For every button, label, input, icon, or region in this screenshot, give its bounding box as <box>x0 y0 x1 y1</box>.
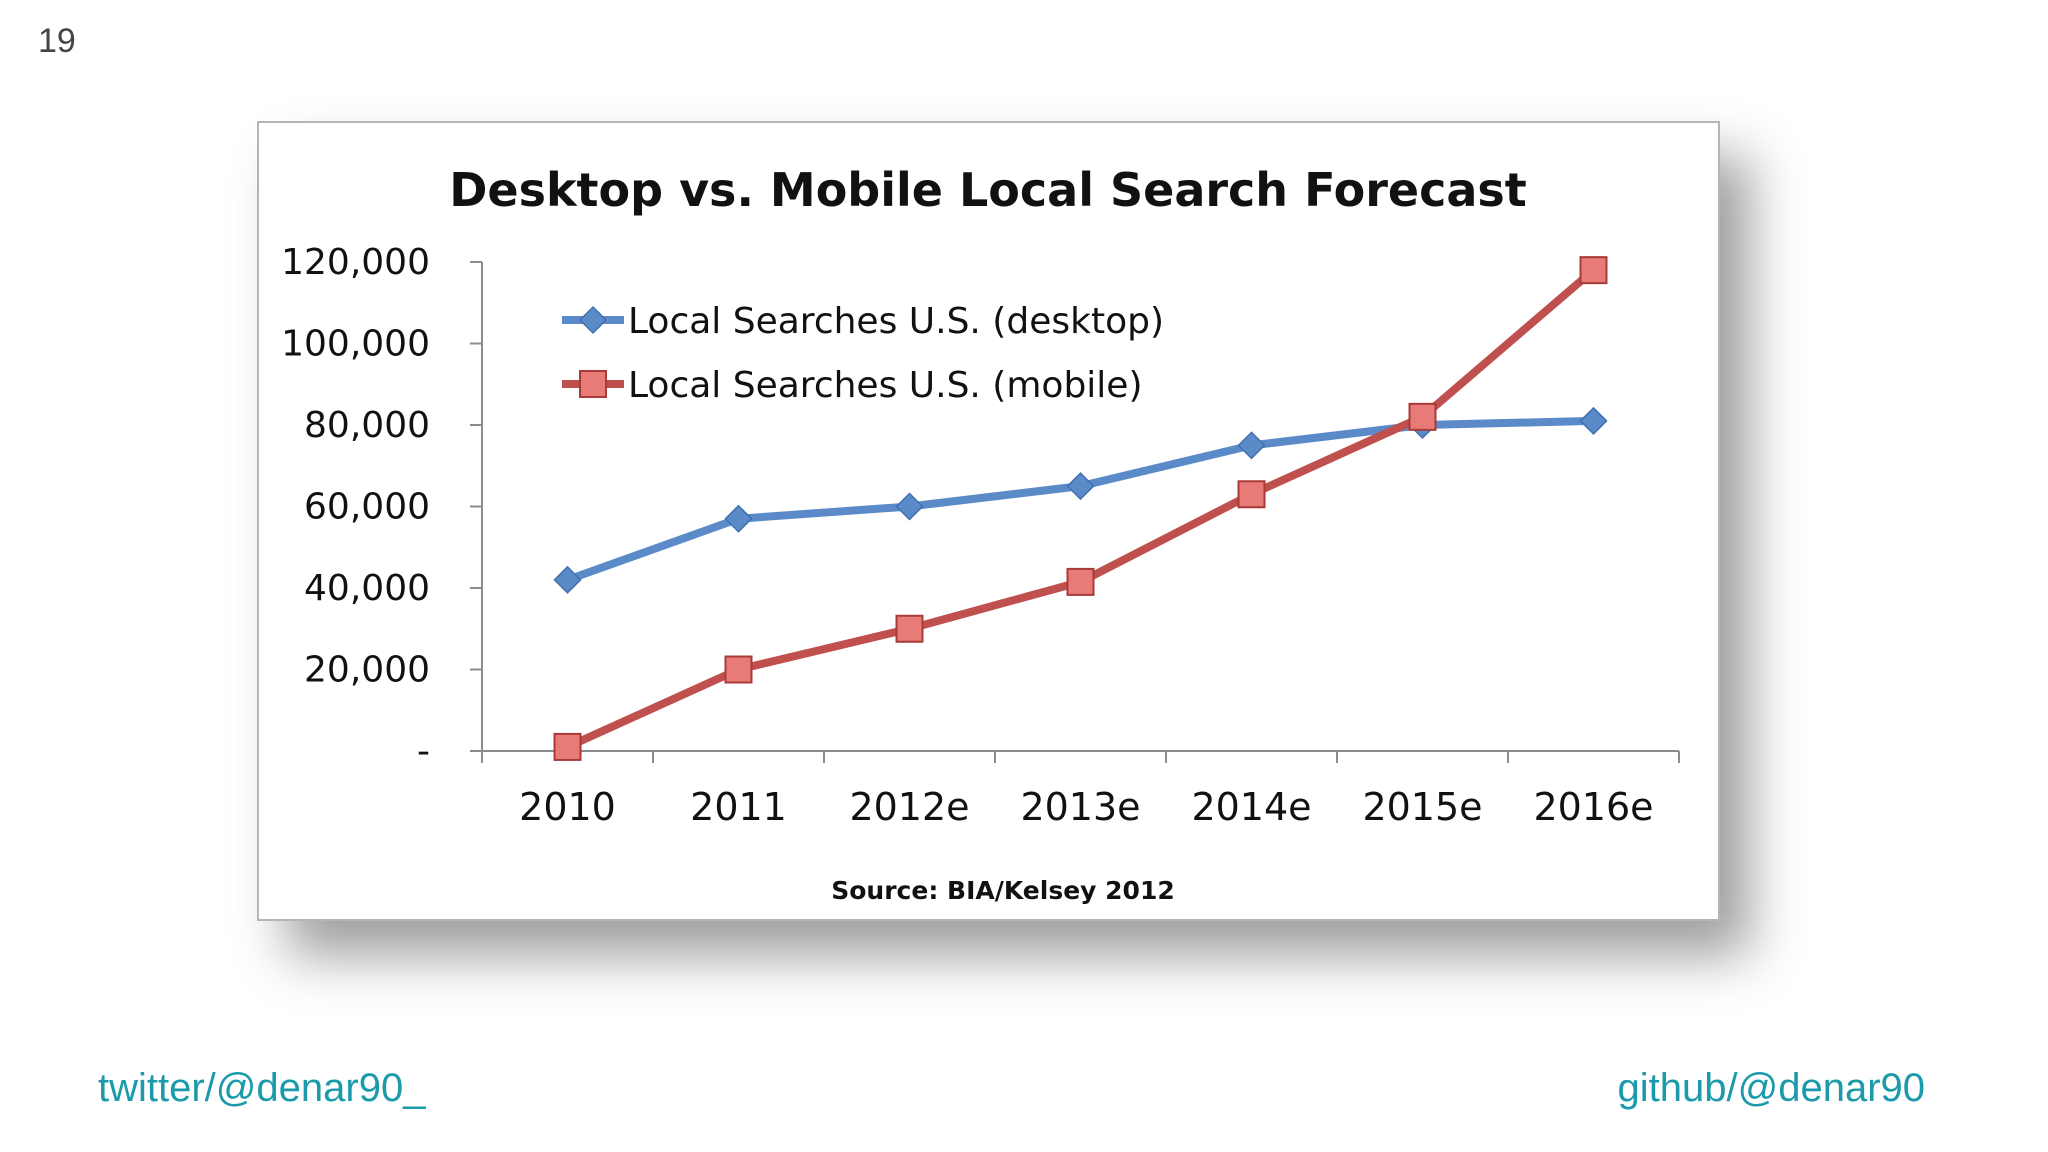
twitter-link[interactable]: twitter/@denar90_ <box>98 1066 426 1110</box>
data-point-desktop <box>553 565 582 594</box>
github-link[interactable]: github/@denar90 <box>1617 1066 1926 1110</box>
data-point-mobile <box>895 614 924 643</box>
data-point-mobile <box>1408 402 1437 431</box>
data-point-mobile <box>553 732 582 761</box>
y-tick-label: 120,000 <box>281 242 430 283</box>
legend-swatch-marker <box>579 370 607 398</box>
y-tick-label: 100,000 <box>281 324 430 365</box>
data-point-mobile <box>1237 480 1266 509</box>
chart-frame <box>257 121 1720 921</box>
chart-source: Source: BIA/Kelsey 2012 <box>831 876 1175 905</box>
y-tick-label: - <box>417 731 430 772</box>
legend-label: Local Searches U.S. (mobile) <box>628 365 1143 406</box>
x-tick-label: 2014e <box>1191 785 1311 829</box>
x-tick-label: 2012e <box>849 785 969 829</box>
x-tick-label: 2016e <box>1533 785 1653 829</box>
data-point-desktop <box>1066 472 1095 501</box>
y-tick-label: 40,000 <box>304 568 430 609</box>
series-line-desktop <box>563 416 1598 584</box>
data-point-mobile <box>1579 256 1608 285</box>
x-tick-label: 2015e <box>1362 785 1482 829</box>
data-point-desktop <box>895 492 924 521</box>
legend-label: Local Searches U.S. (desktop) <box>628 301 1164 342</box>
x-tick-label: 2010 <box>519 785 616 829</box>
data-point-desktop <box>1237 431 1266 460</box>
data-point-mobile <box>724 655 753 684</box>
data-point-desktop <box>1579 406 1608 435</box>
y-tick-label: 60,000 <box>304 487 430 528</box>
x-tick-label: 2013e <box>1020 785 1140 829</box>
y-tick-label: 20,000 <box>304 650 430 691</box>
chart-axes: - 20,000 40,000 60,000 80,000 100,000 120,000 2… <box>281 242 1680 829</box>
y-tick-label: 80,000 <box>304 405 430 446</box>
chart-legend: Local Searches U.S. (desktop) Local Searc… <box>562 301 1164 406</box>
chart-series <box>553 256 1608 761</box>
data-point-mobile <box>1066 567 1095 596</box>
chart-title: Desktop vs. Mobile Local Search Forecast <box>449 163 1527 217</box>
slide-number: 19 <box>38 22 76 60</box>
legend-swatch-marker <box>578 305 608 335</box>
data-point-desktop <box>724 504 753 533</box>
x-tick-label: 2011 <box>690 785 787 829</box>
